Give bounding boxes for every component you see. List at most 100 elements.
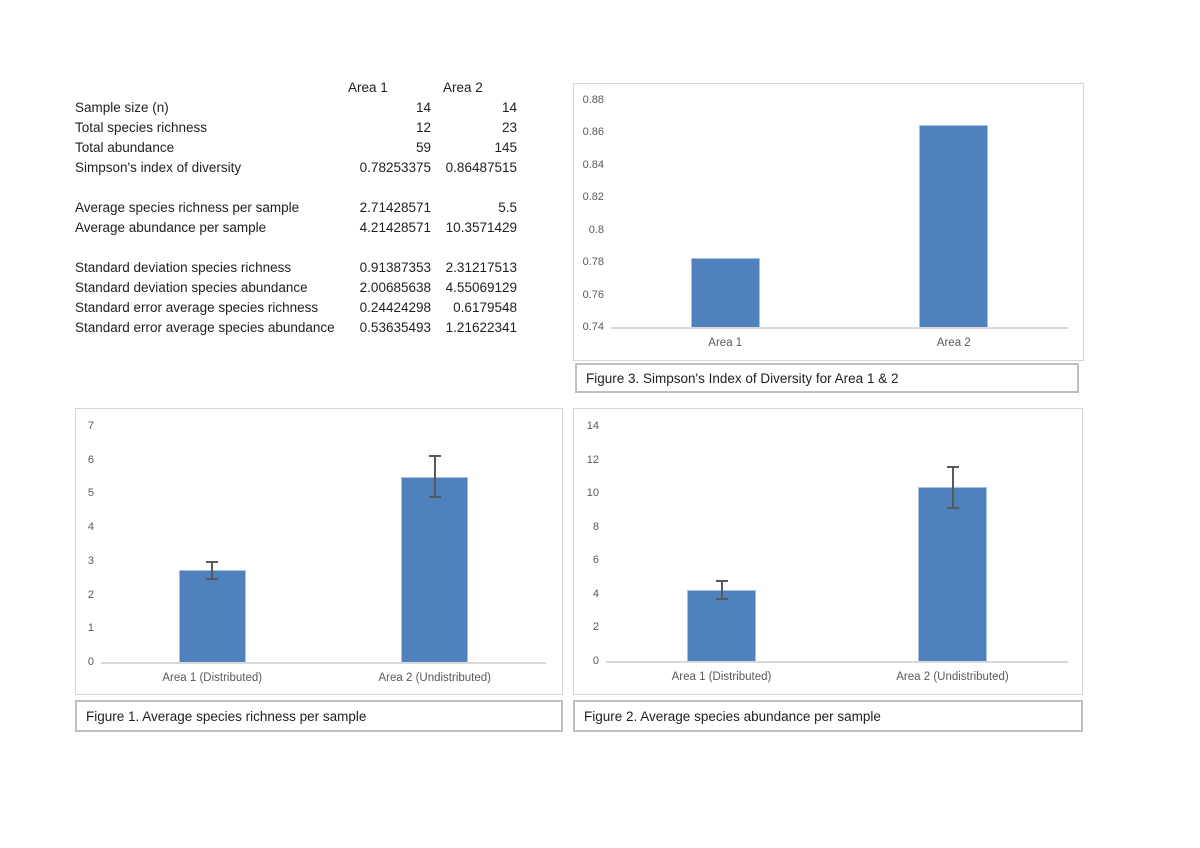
table-cell-area2: 14: [501, 100, 517, 115]
table-cell-area1: 2.71428571: [359, 200, 431, 215]
y-axis-tick-label: 2: [87, 588, 94, 601]
table-cell-area1: 0.78253375: [359, 160, 431, 175]
y-axis-tick-label: 0.76: [582, 288, 604, 301]
category-label: Area 2 (Undistributed): [896, 671, 1009, 683]
y-axis-tick-label: 0.78: [582, 256, 604, 269]
stats-table: Area 1 Area 2 Sample size (n) 14 14 Total s…: [75, 78, 527, 338]
table-cell-label: Average species richness per sample: [75, 200, 300, 215]
error-bar-cap: [715, 598, 728, 601]
figure1-chart: 0 1 2 3 4 5 6 7 Area 1 (Distributed) Area 2 (Undi…: [75, 408, 563, 695]
table-cell-label: Total species richness: [75, 120, 208, 135]
bar-area-2-undistributed: [401, 476, 469, 662]
y-axis-tick-label: 14: [586, 420, 599, 432]
y-axis-tick-label: 7: [87, 420, 94, 432]
table-cell-area1: 0.91387353: [359, 260, 431, 275]
table-cell-area2: 10.3571429: [445, 220, 517, 235]
table-cell-area1: 14: [415, 100, 431, 115]
y-axis-tick-label: 0: [592, 655, 599, 667]
category-label: Area 1 (Distributed): [671, 671, 772, 683]
table-cell-label: Average abundance per sample: [75, 220, 267, 235]
table-cell-area1: [345, 238, 431, 258]
table-cell-area2: [431, 178, 517, 198]
error-bar-cap: [206, 561, 219, 564]
error-bar: [951, 466, 954, 508]
table-cell-label: Standard error average species abundance: [75, 320, 335, 335]
table-cell-area2: 23: [501, 120, 517, 135]
y-axis-tick-label: 0.74: [582, 321, 604, 333]
figure2-chart: 0 2 4 6 8 10 12 14 Area 1 (Distributed) Area 2 (U…: [573, 408, 1083, 695]
table-cell-label: Sample size (n): [75, 100, 169, 115]
bar-area-1: [690, 258, 760, 327]
y-axis-tick-label: 3: [87, 554, 94, 567]
error-bar: [211, 562, 214, 579]
x-axis-line: [606, 661, 1068, 663]
table-cell-area1: 0.53635493: [359, 320, 431, 335]
error-bar: [433, 455, 436, 498]
table-row: Standard deviation species abundance 2.00…: [75, 278, 527, 298]
table-row: Total abundance 59 145: [75, 138, 527, 158]
table-row: [75, 178, 527, 198]
category-label: Area 1 (Distributed): [162, 672, 263, 684]
y-axis-tick-label: 4: [592, 587, 599, 600]
y-axis-tick-label: 0.84: [582, 158, 604, 171]
y-axis-tick-label: 12: [586, 453, 599, 466]
table-cell-area2: 4.55069129: [445, 280, 517, 295]
error-bar-cap: [946, 465, 959, 468]
table-cell-area1: [345, 178, 431, 198]
y-axis-tick-label: 6: [87, 453, 94, 466]
error-bar-cap: [428, 454, 441, 457]
y-axis-tick-label: 8: [592, 520, 599, 533]
table-cell-area2: 2.31217513: [445, 260, 517, 275]
x-axis-line: [611, 327, 1068, 329]
error-bar-cap: [206, 577, 219, 580]
column-header-area2: Area 2: [443, 80, 483, 95]
figure1-caption: Figure 1. Average species richness per s…: [75, 700, 563, 732]
table-row: Standard deviation species richness 0.913…: [75, 258, 527, 278]
table-cell-label: Standard error average species richness: [75, 300, 319, 315]
table-cell-area1: 4.21428571: [359, 220, 431, 235]
stats-table-rows: Sample size (n) 14 14 Total species richnes…: [75, 98, 527, 338]
table-cell-label: Total abundance: [75, 140, 175, 155]
y-axis-tick-label: 2: [592, 621, 599, 634]
column-header-area1: Area 1: [348, 80, 388, 95]
bar-area-2-undistributed: [917, 487, 988, 661]
table-cell-area1: 59: [415, 140, 431, 155]
error-bar-cap: [428, 496, 441, 499]
table-cell-label: Simpson's index of diversity: [75, 160, 242, 175]
table-cell-area2: 5.5: [498, 200, 517, 215]
figure2-caption-text: Figure 2. Average species abundance per …: [584, 708, 881, 724]
y-axis-tick-label: 0.88: [582, 94, 604, 106]
table-cell-label: Standard deviation species richness: [75, 260, 292, 275]
table-cell-label: [75, 238, 345, 258]
y-axis-tick-label: 10: [586, 487, 599, 500]
bar-area-2: [919, 124, 989, 327]
table-cell-area2: 0.6179548: [453, 300, 517, 315]
category-label: Area 2 (Undistributed): [378, 672, 492, 684]
y-axis-tick-label: 0: [87, 656, 94, 668]
table-row: Average species richness per sample 2.714…: [75, 198, 527, 218]
stats-table-header: Area 1 Area 2: [75, 78, 527, 98]
figure3-caption: Figure 3. Simpson's Index of Diversity f…: [575, 363, 1079, 393]
table-row: Average abundance per sample 4.21428571 10…: [75, 218, 527, 238]
error-bar-cap: [946, 506, 959, 509]
bar-area-1-distributed: [178, 570, 246, 662]
bar-area-1-distributed: [686, 590, 757, 661]
error-bar: [720, 581, 723, 600]
category-label: Area 1: [708, 337, 743, 349]
table-row: [75, 238, 527, 258]
y-axis-tick-label: 0.8: [588, 223, 604, 236]
category-label: Area 2: [936, 337, 971, 349]
y-axis-tick-label: 6: [592, 554, 599, 567]
table-row: Standard error average species abundance…: [75, 318, 527, 338]
figure3-caption-text: Figure 3. Simpson's Index of Diversity f…: [586, 370, 899, 386]
error-bar-cap: [715, 580, 728, 583]
table-cell-area1: 2.00685638: [359, 280, 431, 295]
table-cell-label: [75, 178, 345, 198]
x-axis-line: [101, 662, 546, 664]
table-cell-label: Standard deviation species abundance: [75, 280, 308, 295]
table-cell-area1: 0.24424298: [359, 300, 431, 315]
table-row: Standard error average species richness 0…: [75, 298, 527, 318]
table-cell-area2: 145: [494, 140, 517, 155]
table-cell-area1: 12: [415, 120, 431, 135]
